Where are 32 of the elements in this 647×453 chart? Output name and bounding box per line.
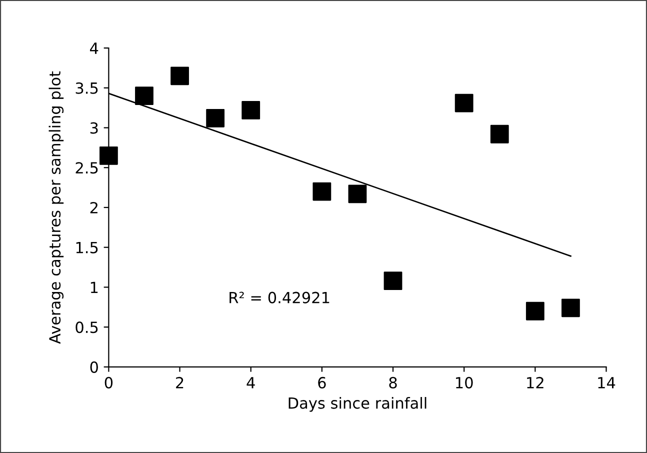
y-tick-label: 3.5 xyxy=(76,82,98,94)
x-tick-label: 6 xyxy=(318,376,326,388)
point xyxy=(170,66,189,86)
y-tick-label: 0.5 xyxy=(76,322,98,334)
point xyxy=(135,86,154,106)
point xyxy=(99,146,118,165)
y-tick-label: 1 xyxy=(90,282,98,294)
y-tick-label: 2.5 xyxy=(76,162,98,174)
x-tick-label: 4 xyxy=(246,377,255,388)
point xyxy=(562,298,580,318)
y-axis-title: Average captures per sampling plot xyxy=(48,71,64,344)
y-tick-label: 0 xyxy=(90,361,98,373)
x-axis-title: Days since rainfall xyxy=(288,396,426,412)
point xyxy=(384,272,402,290)
point xyxy=(242,101,260,120)
x-tick-label: 14 xyxy=(598,377,616,388)
point xyxy=(348,184,367,204)
annotation: R² = 0.42921 xyxy=(230,292,330,304)
y-tick-label: 1.5 xyxy=(76,242,98,254)
point xyxy=(206,108,225,128)
y-tick-label: 2 xyxy=(90,202,98,214)
x-tick-label: 0 xyxy=(104,376,113,388)
y-tick-label: 4 xyxy=(90,42,98,54)
point xyxy=(312,182,332,201)
x-tick-label: 12 xyxy=(527,376,544,388)
y-tick-label: 3 xyxy=(90,122,98,134)
x-tick-label: 10 xyxy=(456,376,473,388)
x-tick-label: 8 xyxy=(389,376,397,388)
x-tick-label: 2 xyxy=(176,376,184,388)
point xyxy=(490,124,509,144)
point xyxy=(526,302,544,320)
point xyxy=(454,94,474,112)
